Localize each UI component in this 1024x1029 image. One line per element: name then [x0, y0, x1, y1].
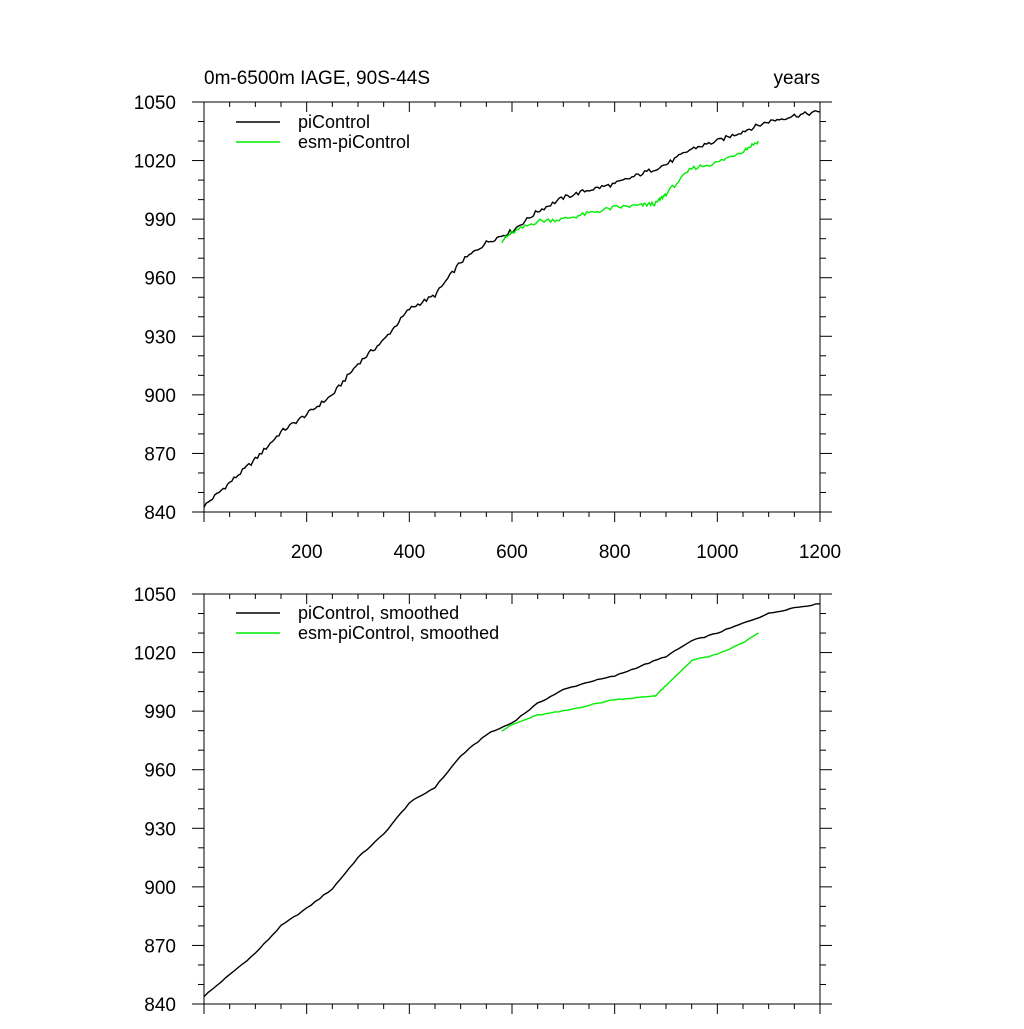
bottom-series — [203, 603, 821, 998]
top-x-tick-label: 400 — [393, 542, 425, 563]
bottom-y-tick-label: 870 — [144, 936, 176, 957]
top-x-tick-label: 1200 — [799, 542, 841, 563]
bottom-y-tick-label: 1020 — [134, 644, 176, 665]
series-line-picontrol — [203, 109, 821, 508]
bottom-y-tick-label: 840 — [144, 995, 176, 1016]
legend-label-esm-picontrol: esm-piControl — [298, 132, 410, 152]
bottom-panel: 840 870 900 930 960 990 1020 1050 piCont… — [134, 585, 832, 1016]
top-plot-frame — [203, 101, 821, 513]
series-line-picontrol-smoothed — [203, 603, 821, 998]
top-x-tick-labels: 200 400 600 800 1000 1200 — [291, 542, 841, 563]
top-y-tick-label: 990 — [144, 210, 176, 231]
top-x-tick-label: 1000 — [696, 542, 738, 563]
top-panel: 0m-6500m IAGE, 90S-44S years 840 870 900… — [134, 68, 841, 563]
bottom-legend: piControl, smoothed esm-piControl, smoot… — [236, 603, 499, 643]
top-y-tick-label: 960 — [144, 269, 176, 290]
top-series — [203, 109, 821, 508]
top-y-tick-label: 930 — [144, 327, 176, 348]
bottom-tick-marks — [192, 593, 832, 1014]
bottom-plot-frame — [203, 593, 821, 1005]
top-y-tick-label: 840 — [144, 503, 176, 524]
top-panel-units: years — [774, 68, 820, 89]
bottom-y-tick-label: 930 — [144, 819, 176, 840]
bottom-y-tick-label: 960 — [144, 761, 176, 782]
top-y-tick-label: 1050 — [134, 93, 176, 114]
top-y-tick-label: 1020 — [134, 152, 176, 173]
top-y-tick-label: 870 — [144, 444, 176, 465]
series-line-esm-picontrol — [501, 140, 760, 244]
top-x-tick-label: 600 — [496, 542, 528, 563]
bottom-y-tick-label: 1050 — [134, 585, 176, 606]
series-line-esm-picontrol-smoothed — [501, 632, 759, 732]
top-y-tick-label: 900 — [144, 386, 176, 407]
top-y-tick-labels: 840 870 900 930 960 990 1020 1050 — [134, 93, 176, 524]
legend-label-picontrol: piControl — [298, 112, 370, 132]
top-x-tick-label: 200 — [291, 542, 323, 563]
bottom-y-tick-label: 990 — [144, 702, 176, 723]
top-panel-title: 0m-6500m IAGE, 90S-44S — [204, 68, 430, 89]
legend-label-picontrol-smoothed: piControl, smoothed — [298, 603, 459, 623]
top-x-tick-label: 800 — [599, 542, 631, 563]
top-tick-marks — [192, 101, 832, 522]
bottom-y-tick-label: 900 — [144, 878, 176, 899]
legend-label-esm-picontrol-smoothed: esm-piControl, smoothed — [298, 623, 499, 643]
top-legend: piControl esm-piControl — [236, 112, 410, 152]
bottom-y-tick-labels: 840 870 900 930 960 990 1020 1050 — [134, 585, 176, 1016]
